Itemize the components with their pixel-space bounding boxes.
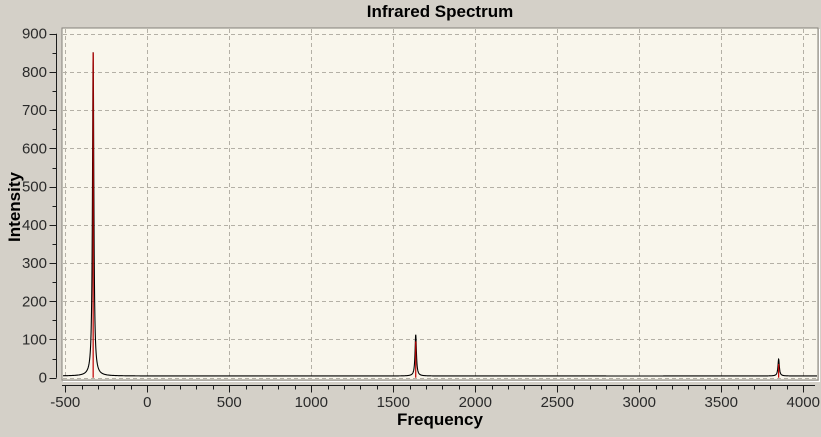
- y-tick-label: 900: [22, 26, 47, 43]
- x-tick-label: 500: [217, 394, 242, 411]
- x-tick-label: 4000: [787, 394, 820, 411]
- y-tick-labels: 0 100 200 300 400 500 600 700 800 900: [22, 26, 47, 387]
- y-tick-label: 500: [22, 179, 47, 196]
- x-tick-label: 0: [143, 394, 151, 411]
- y-tick-label: 400: [22, 217, 47, 234]
- x-tick-label: 1000: [295, 394, 328, 411]
- y-tick-label: 600: [22, 140, 47, 157]
- y-tick-label: 0: [39, 370, 47, 387]
- y-tick-label: 800: [22, 64, 47, 81]
- x-axis: [62, 385, 815, 393]
- spectrum-curve: [63, 52, 817, 377]
- x-tick-label: 2500: [541, 394, 574, 411]
- y-tick-label: 100: [22, 331, 47, 348]
- x-tick-label: 3000: [623, 394, 656, 411]
- y-tick-label: 700: [22, 102, 47, 119]
- stick-spectrum: [92, 52, 780, 378]
- x-tick-label: 3500: [705, 394, 738, 411]
- plot-area: [61, 27, 819, 381]
- y-axis: [49, 33, 57, 379]
- x-tick-label: -500: [50, 394, 80, 411]
- y-tick-label: 300: [22, 255, 47, 272]
- x-tick-labels: -500 0 500 1000 1500 2000 2500 3000 3500 4000: [50, 394, 820, 411]
- grid-lines: [63, 29, 817, 379]
- x-tick-label: 1500: [377, 394, 410, 411]
- x-axis-title: Frequency: [397, 410, 483, 429]
- chart-title: Infrared Spectrum: [366, 2, 514, 21]
- y-tick-label: 200: [22, 293, 47, 310]
- x-tick-label: 2000: [459, 394, 492, 411]
